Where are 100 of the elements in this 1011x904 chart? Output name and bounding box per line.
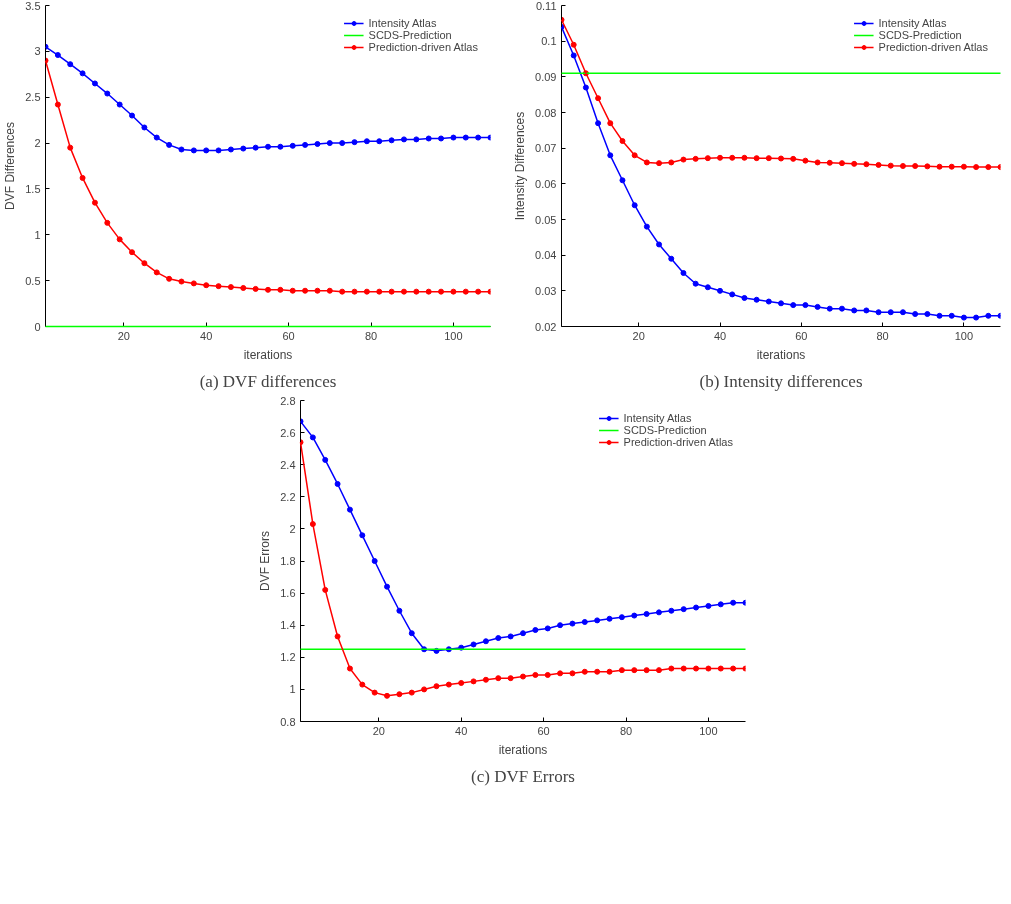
- y-tick-label: 2: [34, 137, 41, 150]
- point: [948, 163, 955, 170]
- point: [838, 305, 845, 312]
- point: [475, 288, 482, 295]
- x-tick-label: 60: [795, 329, 808, 342]
- y-tick-label: 1.8: [280, 555, 296, 567]
- point: [227, 146, 234, 153]
- x-tick-label: 100: [444, 329, 463, 342]
- point: [778, 155, 784, 162]
- point: [826, 305, 833, 312]
- point: [814, 159, 821, 166]
- point: [960, 163, 967, 170]
- point: [363, 288, 370, 295]
- y-tick-label: 0.03: [535, 284, 557, 297]
- x-tick-label: 100: [699, 724, 718, 737]
- x-tick-label: 20: [372, 724, 385, 737]
- y-tick-label: 3: [34, 45, 41, 58]
- text: (a) DVF differences: [199, 371, 337, 391]
- point: [973, 314, 980, 321]
- y-tick-label: 1.2: [280, 651, 296, 664]
- point: [388, 288, 395, 295]
- legend-label: Prediction-driven Atlas: [878, 41, 988, 53]
- x-axis-title: iterations: [756, 347, 806, 362]
- y-tick-label: 2: [289, 522, 296, 535]
- y-axis-title: DVF Differences: [3, 122, 18, 210]
- point: [680, 665, 687, 672]
- point: [203, 147, 210, 154]
- x-tick-label: 20: [632, 329, 645, 342]
- point: [438, 135, 445, 142]
- point: [705, 665, 712, 672]
- x-tick-label: 80: [619, 724, 633, 737]
- y-tick-label: 0.09: [535, 70, 557, 83]
- y-tick-label: 0.02: [535, 320, 557, 333]
- point: [450, 288, 457, 295]
- x-tick-label: 80: [364, 329, 378, 342]
- y-tick-label: 0.8: [280, 715, 296, 728]
- point: [863, 307, 870, 314]
- x-axis-title: iterations: [498, 742, 548, 757]
- y-tick-label: 2.2: [280, 490, 296, 503]
- x-tick-label: 40: [455, 724, 468, 737]
- point: [557, 670, 564, 677]
- legend-label: Intensity Atlas: [878, 17, 947, 29]
- y-tick-label: 3.5: [25, 0, 41, 12]
- point: [655, 609, 662, 616]
- point: [289, 287, 296, 294]
- legend-label: Prediction-driven Atlas: [623, 436, 733, 448]
- point: [413, 288, 420, 295]
- point: [425, 288, 432, 295]
- point: [240, 145, 247, 152]
- point: [277, 143, 284, 150]
- x-axis-title: iterations: [243, 347, 293, 362]
- y-tick-label: 1.4: [280, 619, 296, 632]
- y-tick-label: 1: [34, 228, 41, 241]
- y-axis-title: DVF Errors: [258, 531, 273, 591]
- point: [936, 163, 943, 170]
- point: [475, 134, 482, 141]
- point: [606, 668, 613, 675]
- point: [520, 673, 526, 680]
- x-tick-label: 60: [537, 724, 550, 737]
- point: [351, 288, 358, 295]
- y-tick-label: 0.04: [535, 249, 557, 262]
- point: [400, 288, 407, 295]
- point: [887, 162, 894, 169]
- y-tick-label: 2.4: [280, 458, 296, 471]
- point: [462, 288, 469, 295]
- point: [400, 136, 407, 143]
- x-tick-label: 40: [713, 329, 727, 342]
- y-tick-label: 1.6: [280, 587, 296, 600]
- x-tick-label: 20: [117, 329, 130, 342]
- y-tick-label: 0.11: [535, 0, 557, 12]
- point: [717, 665, 724, 672]
- point: [730, 665, 737, 672]
- x-tick-label: 100: [954, 329, 974, 342]
- point: [314, 287, 321, 294]
- y-tick-label: 2.5: [25, 91, 41, 104]
- y-tick-label: 2.6: [280, 426, 296, 439]
- legend-label: Intensity Atlas: [368, 17, 437, 29]
- point: [960, 314, 967, 321]
- y-axis-title: Intensity Differences: [513, 111, 528, 221]
- x-tick-label: 40: [200, 329, 213, 342]
- point: [425, 135, 432, 142]
- y-tick-label: 0.08: [535, 106, 557, 119]
- x-tick-label: 80: [876, 329, 889, 342]
- point: [693, 665, 700, 672]
- y-tick-label: 1: [289, 683, 296, 696]
- y-tick-label: 1.5: [25, 182, 41, 195]
- y-tick-label: 0.07: [535, 142, 557, 155]
- point: [594, 668, 601, 675]
- point: [376, 288, 383, 295]
- y-tick-label: 0.1: [541, 35, 557, 48]
- legend-label: SCDS-Prediction: [878, 29, 962, 41]
- y-tick-label: 0.06: [535, 177, 557, 190]
- legend-label: Prediction-driven Atlas: [368, 41, 478, 53]
- point: [924, 163, 931, 170]
- text: (b) Intensity differences: [699, 371, 863, 391]
- point: [302, 287, 309, 294]
- y-tick-label: 0: [34, 320, 41, 333]
- y-tick-label: 0.5: [25, 274, 41, 287]
- y-tick-label: 0.05: [535, 213, 557, 226]
- y-tick-label: 2.8: [280, 394, 296, 407]
